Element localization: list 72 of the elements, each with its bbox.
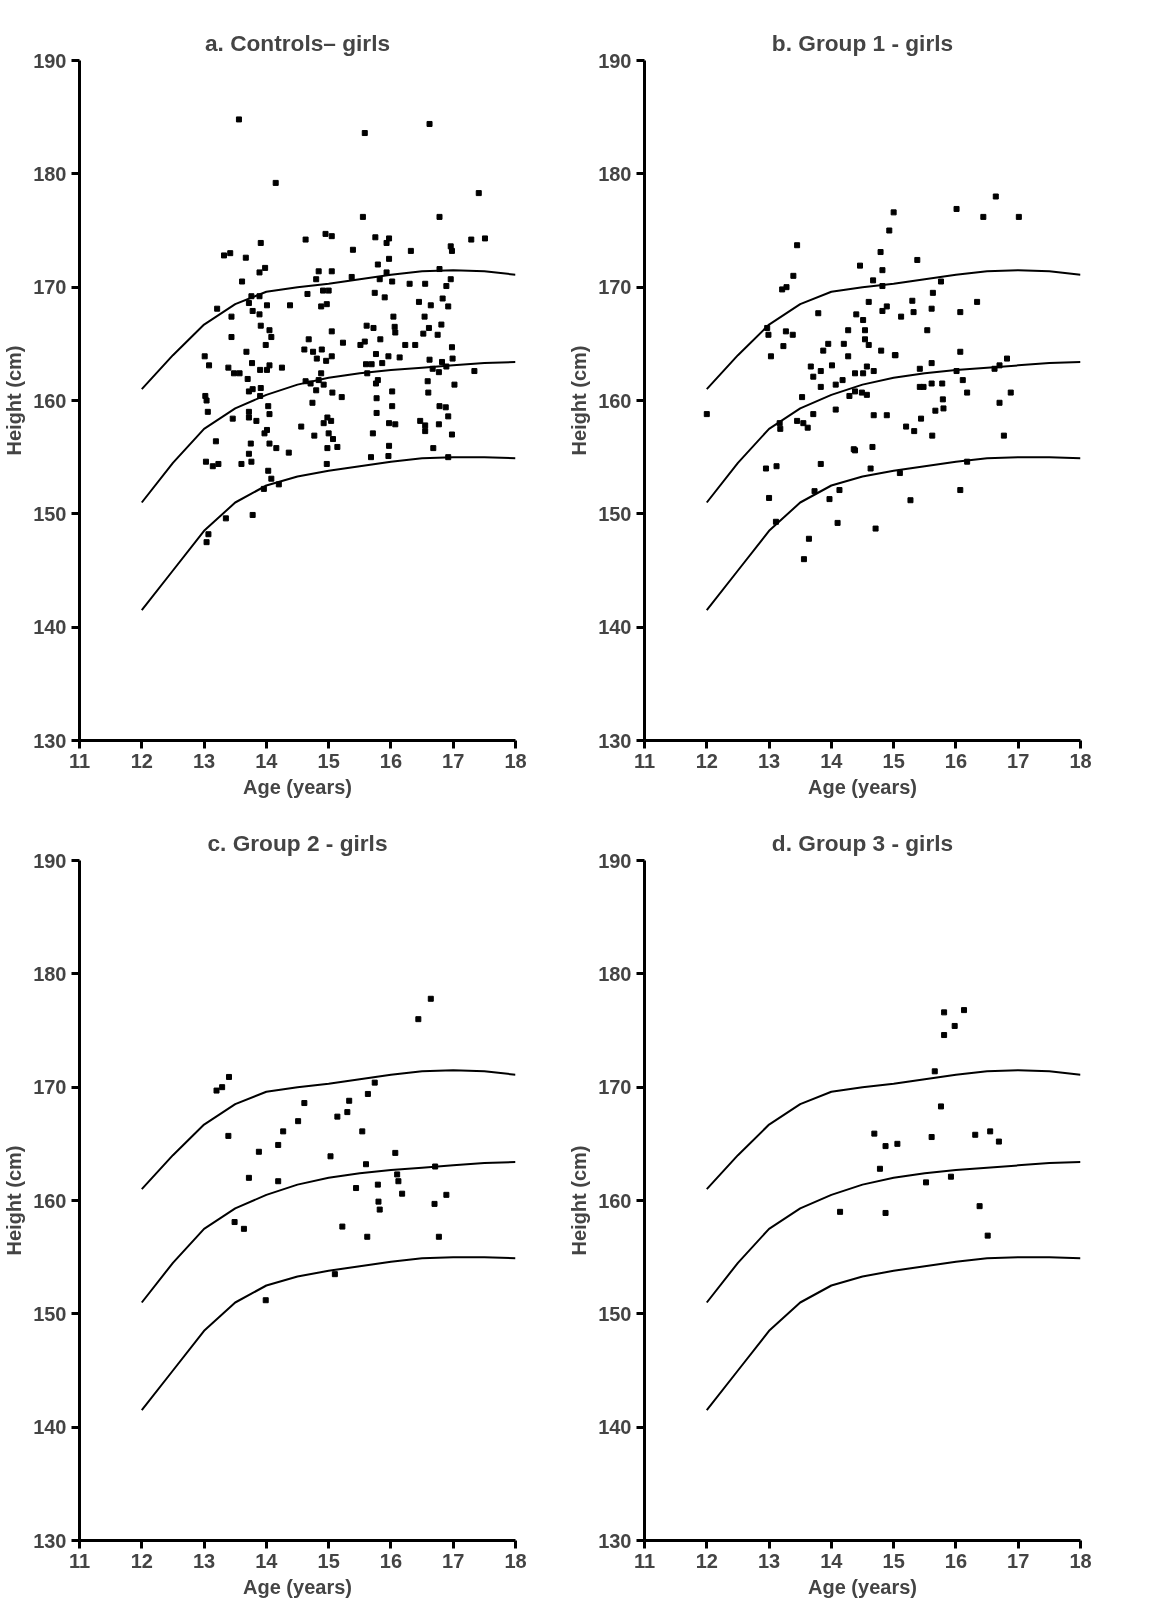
x-tick-label: 18 xyxy=(1069,749,1092,772)
x-tick-label: 15 xyxy=(882,1549,905,1572)
x-tick-label: 18 xyxy=(1069,1549,1092,1572)
y-tick-label: 160 xyxy=(33,1189,67,1212)
y-axis-title: Height (cm) xyxy=(568,1145,591,1256)
y-tick-label: 190 xyxy=(33,849,67,872)
x-tick-label: 12 xyxy=(130,1549,153,1572)
y-tick-label: 130 xyxy=(598,729,632,752)
x-tick-label: 16 xyxy=(944,749,968,772)
chart-title: a. Controls– girls xyxy=(204,29,391,56)
y-tick-label: 190 xyxy=(598,49,632,72)
y-axis-title: Height (cm) xyxy=(568,345,591,456)
y-tick-label: 130 xyxy=(598,1529,632,1552)
x-axis-title: Age (years) xyxy=(808,775,917,798)
y-tick-label: 180 xyxy=(33,962,67,985)
y-tick-label: 160 xyxy=(33,389,67,412)
y-tick-label: 160 xyxy=(598,1189,632,1212)
y-tick-label: 140 xyxy=(598,1416,632,1439)
x-tick-label: 15 xyxy=(317,1549,340,1572)
x-tick-label: 11 xyxy=(68,1549,91,1572)
x-tick-label: 12 xyxy=(130,749,153,772)
x-tick-label: 14 xyxy=(255,749,279,772)
y-tick-label: 140 xyxy=(598,616,632,639)
x-tick-label: 15 xyxy=(882,749,905,772)
y-tick-label: 170 xyxy=(33,1076,67,1099)
y-tick-label: 180 xyxy=(33,162,67,185)
x-tick-label: 16 xyxy=(379,749,403,772)
x-tick-label: 13 xyxy=(757,749,781,772)
y-tick-label: 140 xyxy=(33,616,67,639)
y-tick-label: 170 xyxy=(598,276,632,299)
y-tick-label: 190 xyxy=(598,849,632,872)
x-tick-label: 16 xyxy=(944,1549,968,1572)
y-tick-label: 180 xyxy=(598,162,632,185)
chart-title: c. Group 2 - girls xyxy=(207,829,388,856)
y-tick-label: 150 xyxy=(33,1302,67,1325)
y-tick-label: 130 xyxy=(33,1529,67,1552)
x-axis-title: Age (years) xyxy=(243,1575,352,1598)
x-tick-label: 17 xyxy=(442,1549,465,1572)
x-tick-label: 15 xyxy=(317,749,340,772)
x-tick-label: 18 xyxy=(504,749,527,772)
y-tick-label: 160 xyxy=(598,389,632,412)
x-tick-label: 14 xyxy=(820,749,844,772)
x-tick-label: 18 xyxy=(504,1549,527,1572)
y-tick-label: 150 xyxy=(598,502,632,525)
x-axis-title: Age (years) xyxy=(808,1575,917,1598)
y-tick-label: 150 xyxy=(598,1302,632,1325)
x-axis-title: Age (years) xyxy=(243,775,352,798)
x-tick-label: 14 xyxy=(820,1549,844,1572)
x-tick-label: 11 xyxy=(68,749,91,772)
x-tick-label: 17 xyxy=(442,749,465,772)
y-tick-label: 180 xyxy=(598,962,632,985)
y-tick-label: 140 xyxy=(33,1416,67,1439)
x-tick-label: 17 xyxy=(1007,1549,1030,1572)
x-tick-label: 11 xyxy=(633,749,656,772)
x-tick-label: 16 xyxy=(379,1549,403,1572)
y-axis-title: Height (cm) xyxy=(3,345,26,456)
x-tick-label: 14 xyxy=(255,1549,279,1572)
x-tick-label: 17 xyxy=(1007,749,1030,772)
y-axis-title: Height (cm) xyxy=(3,1145,26,1256)
y-tick-label: 130 xyxy=(33,729,67,752)
x-tick-label: 13 xyxy=(192,1549,216,1572)
x-tick-label: 12 xyxy=(695,749,718,772)
chart-title: d. Group 3 - girls xyxy=(771,829,954,856)
y-tick-label: 170 xyxy=(33,276,67,299)
y-tick-label: 170 xyxy=(598,1076,632,1099)
x-tick-label: 13 xyxy=(757,1549,781,1572)
y-tick-label: 150 xyxy=(33,502,67,525)
x-tick-label: 13 xyxy=(192,749,216,772)
x-tick-label: 12 xyxy=(695,1549,718,1572)
y-tick-label: 190 xyxy=(33,49,67,72)
chart-title: b. Group 1 - girls xyxy=(771,29,954,56)
x-tick-label: 11 xyxy=(633,1549,656,1572)
